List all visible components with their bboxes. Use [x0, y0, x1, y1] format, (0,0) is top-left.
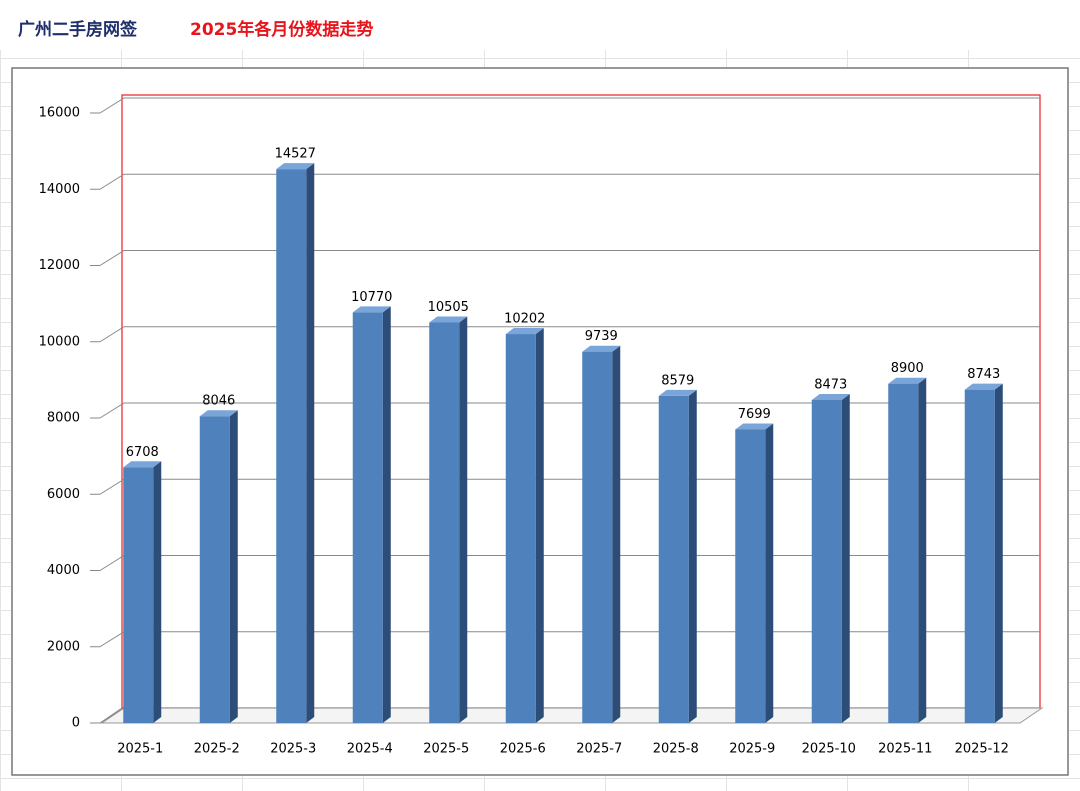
- x-tick-label: 2025-12: [955, 742, 1009, 757]
- x-tick-label: 2025-10: [802, 742, 856, 757]
- bar: [276, 169, 307, 723]
- bar: [123, 467, 154, 723]
- grid-line: [99, 97, 1040, 114]
- x-tick-label: 2025-3: [270, 742, 316, 757]
- chart-title: 广州二手房网签: [18, 19, 138, 40]
- grid-line: [99, 250, 1040, 266]
- bar-top: [352, 306, 391, 313]
- bar: [658, 395, 689, 723]
- data-label: 8579: [661, 373, 694, 388]
- y-tick-label: 8000: [47, 411, 80, 426]
- bar: [735, 429, 766, 723]
- data-label: 10202: [504, 312, 545, 327]
- bar-top: [429, 316, 468, 323]
- bar-side: [535, 328, 544, 723]
- data-label: 10770: [351, 290, 392, 305]
- bar: [888, 383, 919, 723]
- bar-side: [994, 383, 1003, 723]
- x-tick-label: 2025-7: [576, 742, 622, 757]
- grid-line: [99, 326, 1040, 343]
- data-label: 8743: [967, 367, 1000, 382]
- grid-line: [99, 402, 1040, 419]
- x-tick-label: 2025-1: [117, 742, 163, 757]
- bar-side: [382, 306, 391, 723]
- bar-top: [888, 377, 927, 384]
- data-label: 8473: [814, 377, 847, 392]
- y-tick-label: 12000: [39, 258, 80, 273]
- y-tick-label: 14000: [39, 182, 80, 197]
- bar-top: [276, 163, 315, 170]
- back-wall: [121, 94, 1041, 709]
- data-label: 14527: [275, 147, 316, 162]
- bar-side: [612, 345, 621, 723]
- bar-top: [199, 410, 238, 417]
- chart-subtitle: 2025年各月份数据走势: [190, 19, 373, 40]
- bar-side: [765, 423, 774, 723]
- bar-side: [459, 316, 468, 723]
- x-tick-label: 2025-11: [878, 742, 932, 757]
- x-tick-label: 2025-8: [653, 742, 699, 757]
- y-tick-label: 6000: [47, 487, 80, 502]
- bar-side: [306, 163, 315, 723]
- bar: [964, 389, 995, 723]
- y-tick-label: 4000: [47, 563, 80, 578]
- x-tick-label: 2025-4: [347, 742, 393, 757]
- data-label: 7699: [738, 407, 771, 422]
- data-label: 8046: [202, 394, 235, 409]
- y-tick-label: 0: [72, 716, 80, 731]
- title-bar: [0, 0, 1080, 50]
- bar: [352, 312, 383, 723]
- bar: [811, 399, 842, 723]
- bar-top: [811, 393, 850, 400]
- bar: [199, 416, 230, 723]
- x-tick-label: 2025-2: [194, 742, 240, 757]
- bar-side: [918, 377, 927, 723]
- data-label: 9739: [585, 329, 618, 344]
- bar-side: [153, 461, 162, 723]
- bar-top: [582, 345, 621, 352]
- bar: [429, 322, 460, 723]
- bar-top: [658, 389, 697, 396]
- bar-side: [688, 389, 697, 723]
- grid-line: [99, 173, 1040, 190]
- data-label: 10505: [428, 300, 469, 315]
- bar-side: [841, 393, 850, 723]
- bar: [582, 351, 613, 723]
- data-label: 6708: [126, 445, 159, 460]
- x-tick-label: 2025-9: [729, 742, 775, 757]
- bar-top: [735, 423, 774, 430]
- bar-top: [964, 383, 1003, 390]
- y-tick-label: 10000: [39, 334, 80, 349]
- x-tick-label: 2025-5: [423, 742, 469, 757]
- bar-top: [123, 461, 162, 468]
- y-tick-label: 16000: [39, 106, 80, 121]
- data-label: 8900: [891, 361, 924, 376]
- bar: [505, 334, 536, 723]
- bar-top: [505, 328, 544, 335]
- y-tick-label: 2000: [47, 639, 80, 654]
- bar-side: [229, 410, 238, 723]
- x-tick-label: 2025-6: [500, 742, 546, 757]
